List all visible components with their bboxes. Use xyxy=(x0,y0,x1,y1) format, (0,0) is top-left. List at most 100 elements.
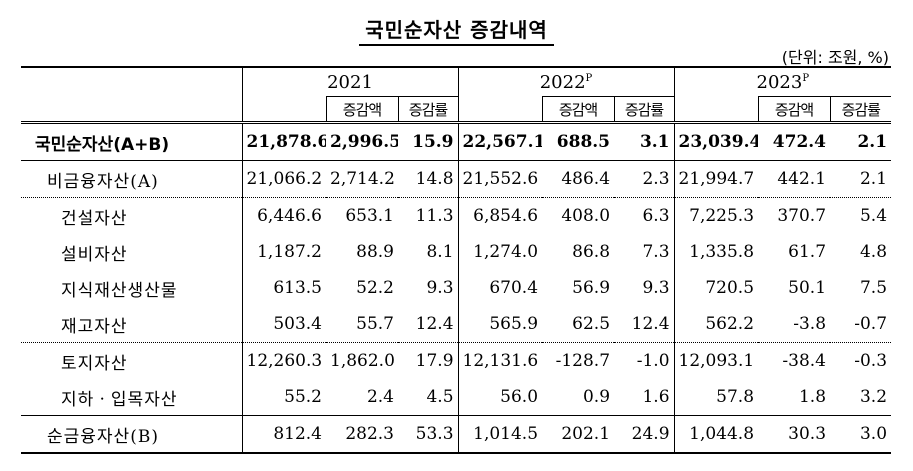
cell-change: 1,862.0 xyxy=(326,342,398,379)
header-change-amount: 증감액 xyxy=(325,96,398,123)
cell-level: 1,274.0 xyxy=(457,234,543,270)
page-title-text: 국민순자산 증감내역 xyxy=(359,18,554,46)
table-row: 비금융자산(A) 21,066.2 2,714.2 14.8 21,552.6 … xyxy=(21,160,892,198)
year-sup: P xyxy=(585,72,593,84)
cell-level: 57.8 xyxy=(673,379,759,416)
header-year-2023: 2023P xyxy=(673,66,892,97)
cell-rate: 3.2 xyxy=(859,387,888,407)
cell-level: 7,225.3 xyxy=(673,197,759,234)
cell-rate: 4.8 xyxy=(859,242,888,262)
cell-level: 21,994.7 xyxy=(673,160,759,198)
cell-change: 486.4 xyxy=(542,160,615,198)
cell-level: 21,878.6 xyxy=(241,121,326,161)
cell-rate: 8.1 xyxy=(426,242,454,262)
header-blank xyxy=(673,96,759,123)
cell-rate: 2.3 xyxy=(614,160,675,198)
year-sup: P xyxy=(802,72,810,84)
header-year-2021: 2021 xyxy=(241,66,459,97)
table-row: 설비자산 1,187.2 88.9 8.1 1,274.0 86.8 7.3 1… xyxy=(21,234,891,270)
table-row: 토지자산 12,260.3 1,862.0 17.9 12,131.6 -128… xyxy=(21,342,892,379)
cell-level: 23,039.4 xyxy=(673,121,759,161)
cell-level: 503.4 xyxy=(241,306,326,343)
cell-rate: 14.8 xyxy=(398,160,459,198)
cell-rate: -1.0 xyxy=(614,342,675,379)
header-change-rate: 증감률 xyxy=(397,96,459,123)
cell-rate: 3.0 xyxy=(830,415,892,454)
header-row-sub: 증감액 증감률 증감액 증감률 증감액 증감률 xyxy=(21,96,892,123)
cell-level: 812.4 xyxy=(241,415,326,454)
row-label: 지식재산생산물 xyxy=(61,280,178,301)
year-label: 2022 xyxy=(539,71,586,93)
row-label: 재고자산 xyxy=(61,316,128,337)
cell-level: 1,014.5 xyxy=(457,415,543,454)
table-row: 국민순자산(A+B) 21,878.6 2,996.5 15.9 22,567.… xyxy=(21,121,892,161)
cell-rate: 9.3 xyxy=(426,278,454,298)
cell-level: 12,093.1 xyxy=(673,342,759,379)
cell-rate: -0.3 xyxy=(830,342,892,379)
cell-level: 720.5 xyxy=(673,270,759,306)
cell-level: 613.5 xyxy=(241,270,326,306)
cell-level: 12,260.3 xyxy=(241,342,326,379)
cell-change: 282.3 xyxy=(326,415,398,454)
header-change-amount: 증감액 xyxy=(541,96,615,123)
cell-rate: 9.3 xyxy=(642,278,670,298)
cell-change: 56.9 xyxy=(572,278,611,298)
row-label: 건설자산 xyxy=(21,197,242,234)
row-label: 지하ㆍ입목자산 xyxy=(61,389,178,410)
cell-change: 62.5 xyxy=(572,314,611,334)
header-change-rate: 증감률 xyxy=(613,96,675,123)
cell-level: 6,446.6 xyxy=(241,197,326,234)
cell-change: 653.1 xyxy=(326,197,398,234)
row-label: 국민순자산(A+B) xyxy=(21,121,242,161)
table-row: 지하ㆍ입목자산 55.2 2.4 4.5 56.0 0.9 1.6 57.8 1… xyxy=(21,379,891,416)
cell-level: 55.2 xyxy=(241,379,326,416)
cell-level: 565.9 xyxy=(457,306,543,343)
table-row: 건설자산 6,446.6 653.1 11.3 6,854.6 408.0 6.… xyxy=(21,197,892,234)
header-blank xyxy=(241,96,326,123)
cell-level: 22,567.1 xyxy=(457,121,543,161)
cell-rate: 17.9 xyxy=(398,342,459,379)
cell-level: 12,131.6 xyxy=(457,342,543,379)
cell-level: 1,187.2 xyxy=(241,234,326,270)
cell-rate: 3.1 xyxy=(614,121,675,161)
cell-rate: 7.5 xyxy=(859,278,888,298)
cell-change: 30.3 xyxy=(758,415,831,454)
cell-rate: 7.3 xyxy=(642,242,670,262)
cell-rate: 11.3 xyxy=(398,197,459,234)
cell-level: 21,552.6 xyxy=(457,160,543,198)
cell-change: 688.5 xyxy=(542,121,615,161)
cell-level: 1,335.8 xyxy=(673,234,759,270)
cell-rate: 6.3 xyxy=(614,197,675,234)
table-row: 재고자산 503.4 55.7 12.4 565.9 62.5 12.4 562… xyxy=(21,306,891,343)
cell-rate: 12.4 xyxy=(631,314,670,334)
cell-change: 1.8 xyxy=(798,387,827,407)
year-label: 2023 xyxy=(756,71,803,93)
cell-level: 6,854.6 xyxy=(457,197,543,234)
cell-change: -128.7 xyxy=(542,342,615,379)
cell-change: 86.8 xyxy=(572,242,611,262)
row-label: 순금융자산(B) xyxy=(21,415,242,454)
cell-change: 55.7 xyxy=(356,314,394,334)
cell-change: 88.9 xyxy=(356,242,394,262)
cell-rate: 5.4 xyxy=(830,197,892,234)
page-title: 국민순자산 증감내역 xyxy=(0,14,913,46)
table-row: 지식재산생산물 613.5 52.2 9.3 670.4 56.9 9.3 72… xyxy=(21,270,891,306)
cell-rate: 2.1 xyxy=(830,121,892,161)
cell-change: 442.1 xyxy=(758,160,831,198)
cell-rate: 24.9 xyxy=(614,415,675,454)
cell-change: 2,996.5 xyxy=(326,121,398,161)
row-label: 설비자산 xyxy=(61,244,128,265)
cell-rate: 4.5 xyxy=(426,387,454,407)
cell-change: 52.2 xyxy=(356,278,394,298)
year-label: 2021 xyxy=(327,71,373,93)
row-label: 토지자산 xyxy=(21,342,242,379)
cell-change: 370.7 xyxy=(758,197,831,234)
cell-change: 202.1 xyxy=(542,415,615,454)
header-change-rate: 증감률 xyxy=(829,96,892,123)
cell-change: 0.9 xyxy=(582,387,611,407)
header-year-2022: 2022P xyxy=(457,66,675,97)
header-corner xyxy=(21,66,242,123)
header-blank xyxy=(457,96,543,123)
cell-change: -3.8 xyxy=(793,314,827,334)
unit-note: (단위: 조원, %) xyxy=(781,48,889,67)
